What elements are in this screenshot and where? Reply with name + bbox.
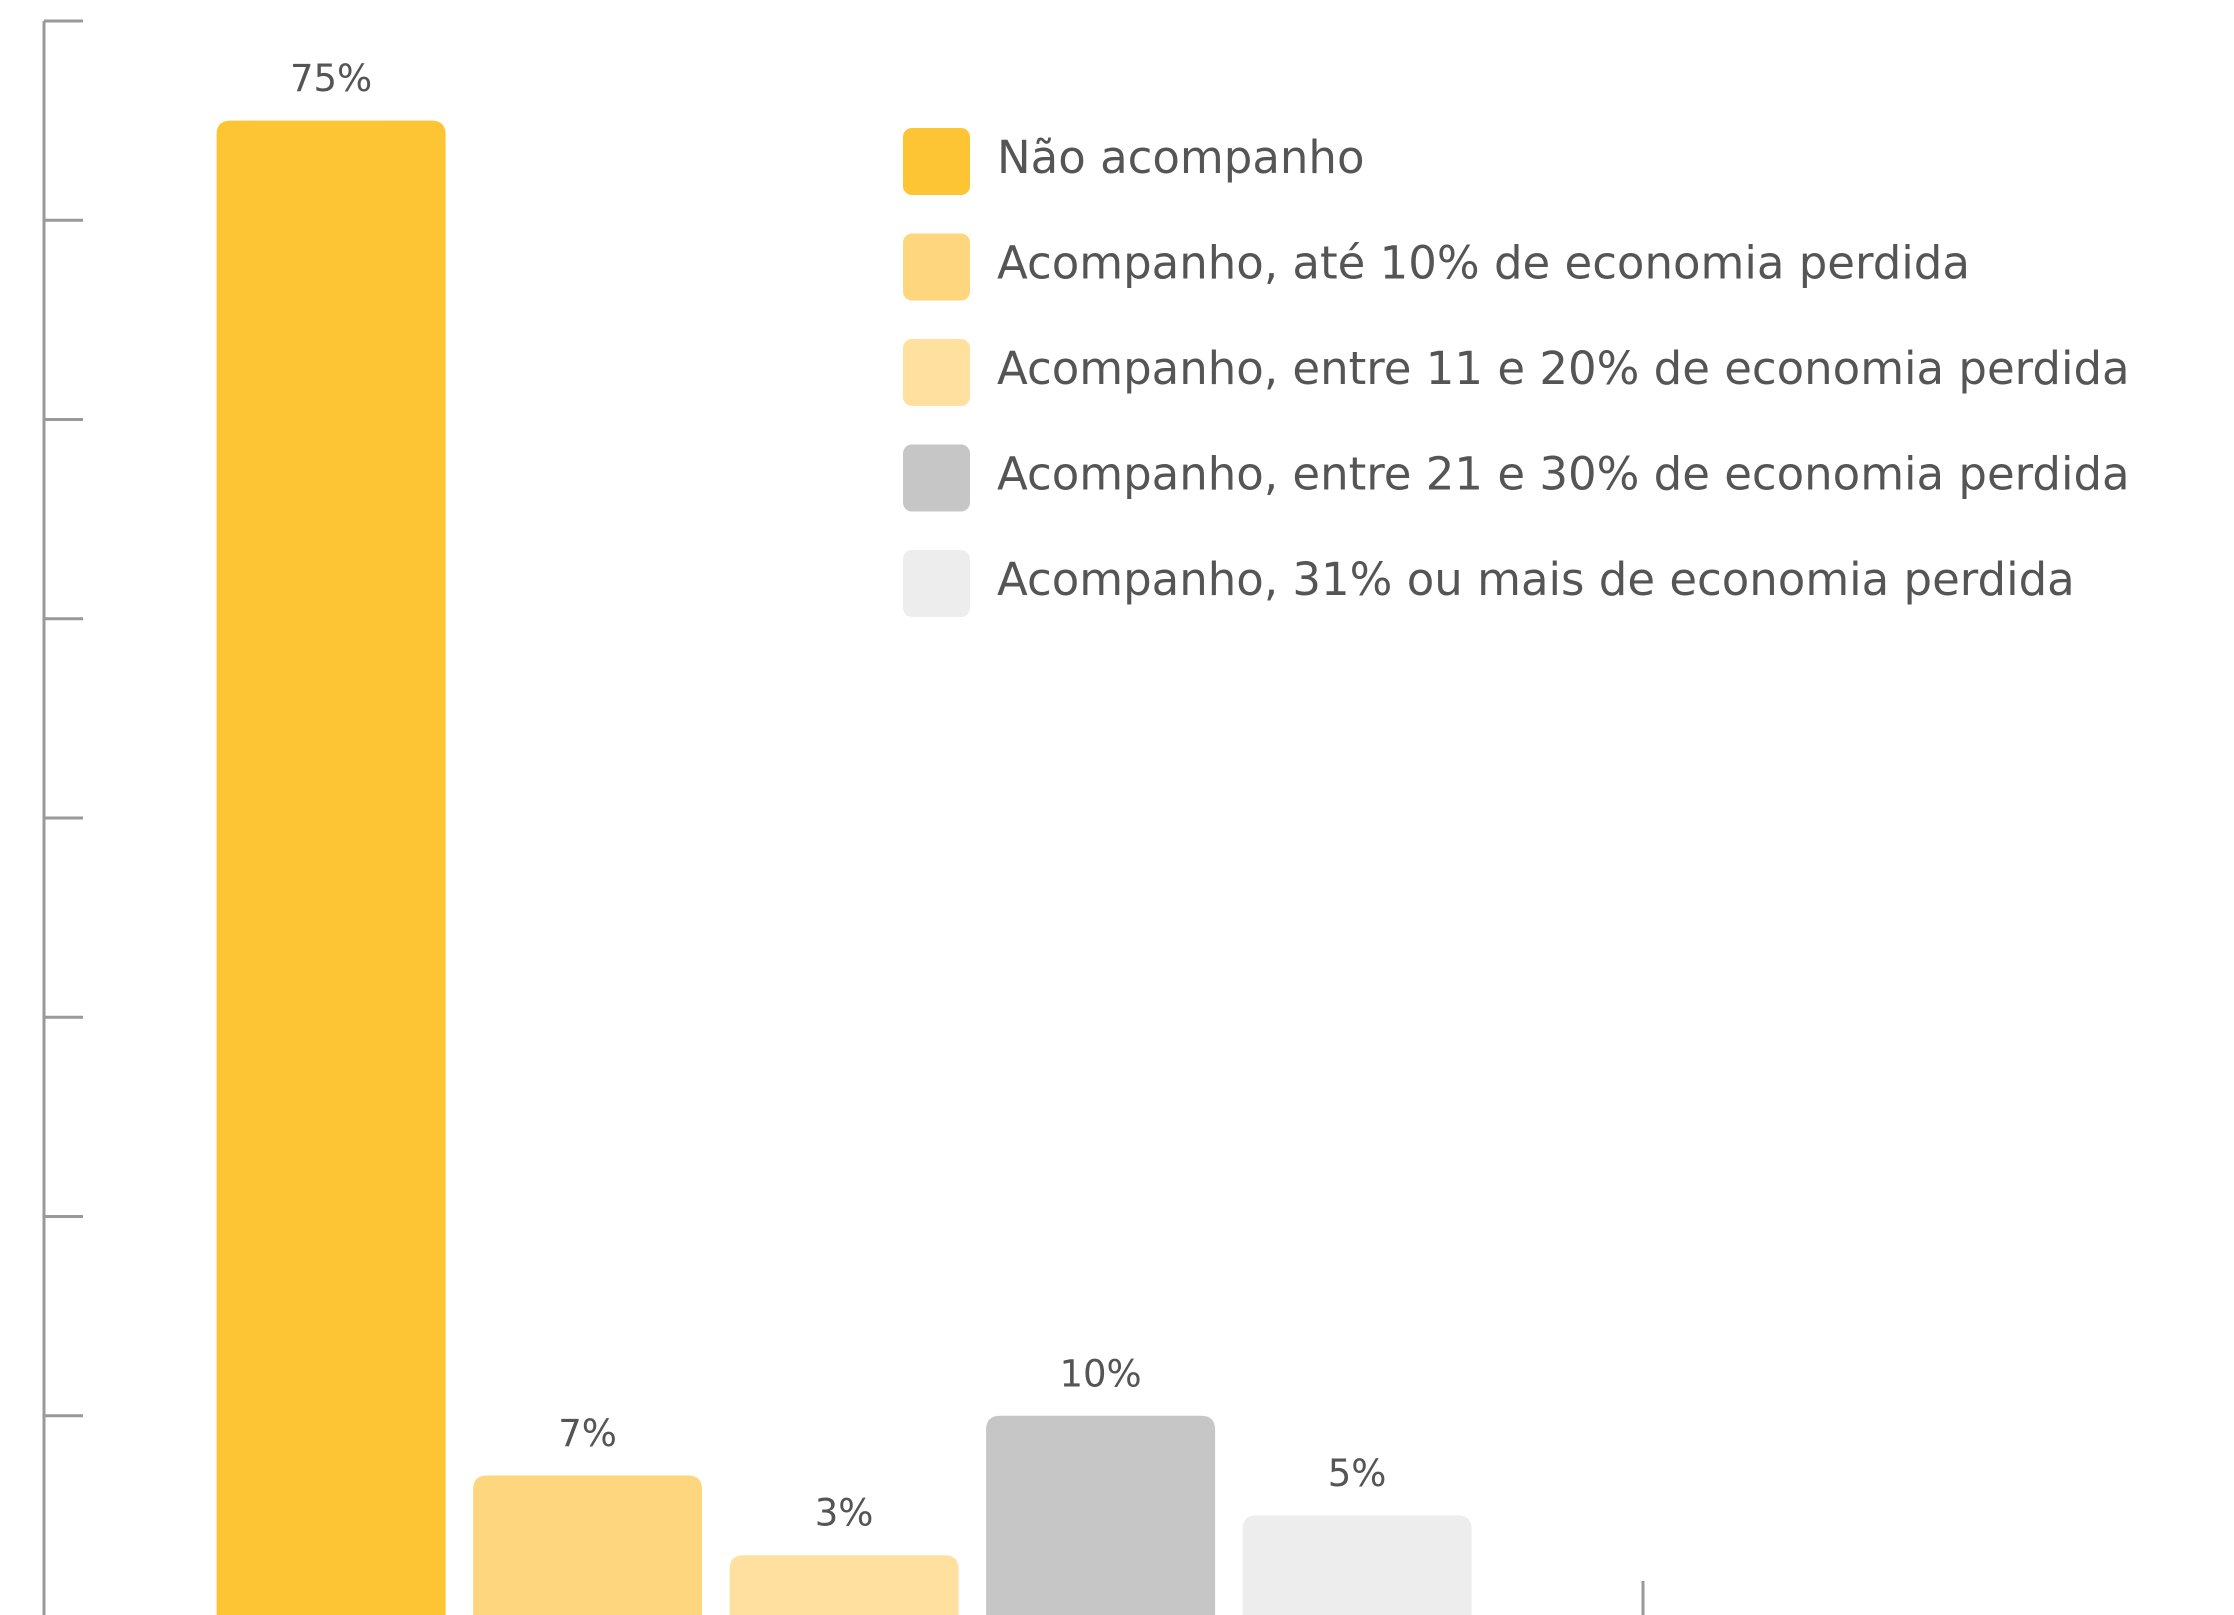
bar [986, 1415, 1216, 1615]
legend-swatch [903, 128, 970, 195]
legend-label: Acompanho, até 10% de economia perdida [997, 237, 1970, 290]
bar [729, 1555, 959, 1615]
legend-label: Acompanho, entre 11 e 20% de economia pe… [997, 342, 2130, 395]
legend-swatch [903, 339, 970, 406]
legend-label: Acompanho, entre 21 e 30% de economia pe… [997, 448, 2130, 501]
bar [1242, 1515, 1472, 1615]
value-label: 5% [1328, 1452, 1387, 1495]
legend-label: Acompanho, 31% ou mais de economia perdi… [997, 553, 2075, 606]
legend-label: Não acompanho [997, 131, 1364, 184]
bar [216, 120, 446, 1615]
value-label: 7% [558, 1412, 617, 1455]
bar [473, 1475, 703, 1615]
value-label: 10% [1059, 1352, 1141, 1395]
value-label: 3% [815, 1492, 874, 1535]
legend-swatch [903, 550, 970, 617]
legend-swatch [903, 233, 970, 301]
value-label: 75% [290, 57, 372, 100]
legend-swatch [903, 444, 970, 512]
